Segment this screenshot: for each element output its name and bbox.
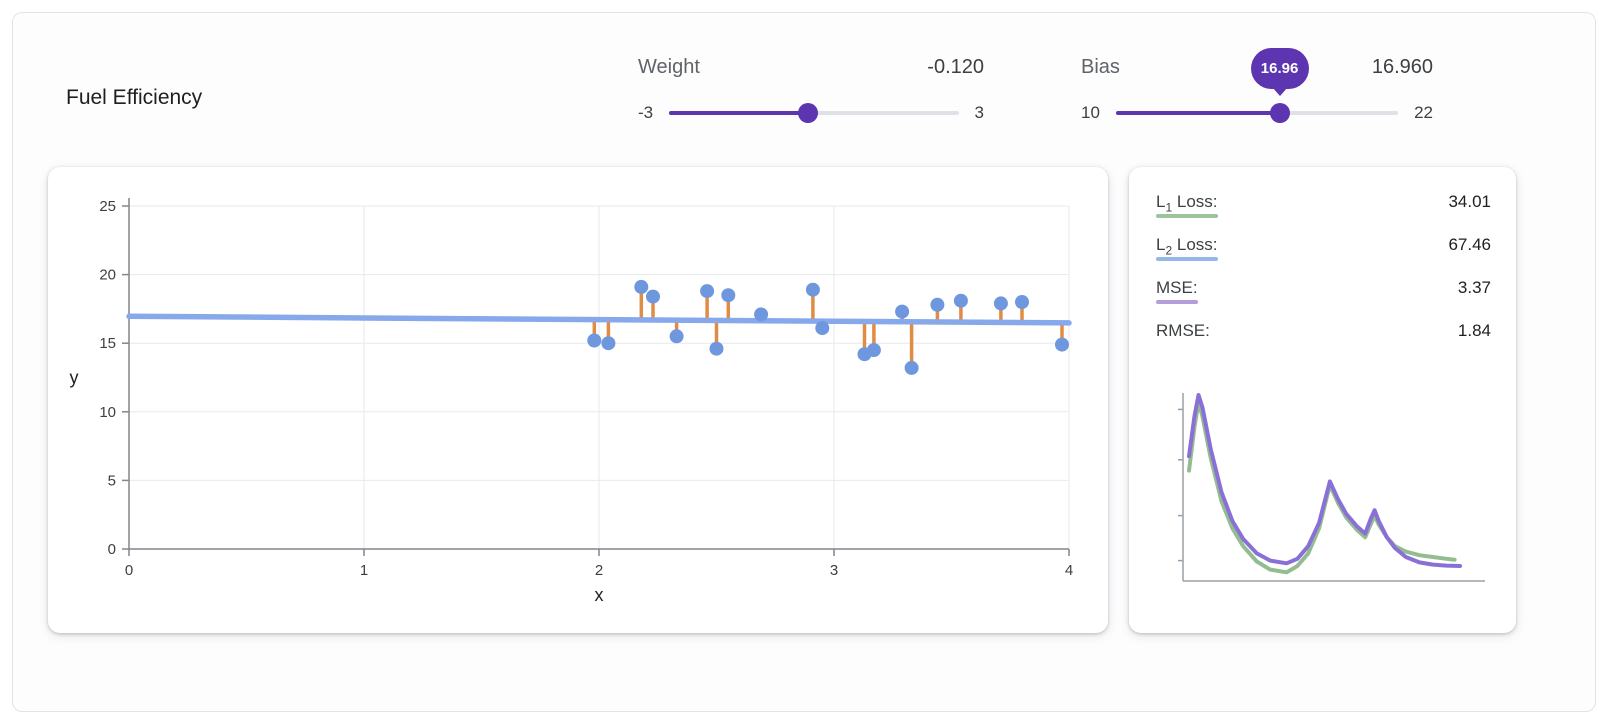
loss-metrics: L1 Loss: 34.01 L2 Loss: 67.46 MSE: 3.37 [1156, 191, 1491, 363]
rmse-label: RMSE: [1156, 320, 1210, 347]
l1-loss-label-sub: 1 [1165, 200, 1173, 215]
l1-loss-label-main: L [1156, 192, 1166, 211]
loss-curve-chart [1178, 393, 1485, 582]
weight-slider-fill [669, 111, 809, 115]
fuel-efficiency-chart-card: 0 5 10 15 20 25 0 1 2 3 4 y x [48, 167, 1108, 633]
rmse-value: 1.84 [1457, 321, 1491, 340]
metric-row-rmse: RMSE: 1.84 [1156, 320, 1491, 349]
l1-loss-value: 34.01 [1448, 192, 1491, 211]
l2-loss-label-main: L [1156, 235, 1166, 254]
l2-loss-underline [1156, 257, 1218, 261]
svg-text:0: 0 [108, 541, 116, 558]
l1-loss-label-rest: Loss: [1172, 192, 1218, 211]
mse-label-main: MSE: [1156, 278, 1198, 297]
weight-control: Weight -0.120 -3 3 [638, 55, 984, 125]
mse-underline [1156, 300, 1198, 304]
loss-panel-card: L1 Loss: 34.01 L2 Loss: 67.46 MSE: 3.37 [1129, 167, 1516, 633]
bias-max-label: 22 [1414, 103, 1433, 122]
weight-min-label: -3 [638, 103, 654, 122]
svg-text:10: 10 [99, 404, 116, 421]
bias-slider-fill [1115, 111, 1280, 115]
metric-row-mse: MSE: 3.37 [1156, 277, 1491, 306]
fuel-efficiency-chart: 0 5 10 15 20 25 0 1 2 3 4 y x [70, 198, 1073, 605]
metric-row-l1-loss: L1 Loss: 34.01 [1156, 191, 1491, 220]
svg-text:5: 5 [108, 472, 116, 489]
svg-text:y: y [70, 368, 79, 388]
svg-text:20: 20 [99, 267, 116, 284]
bias-slider-thumb[interactable] [1269, 103, 1290, 123]
svg-text:2: 2 [595, 562, 603, 579]
svg-text:3: 3 [830, 562, 838, 579]
metric-row-l2-loss: L2 Loss: 67.46 [1156, 234, 1491, 263]
weight-label: Weight [638, 56, 700, 78]
bias-slider[interactable]: 16.96 [1115, 48, 1399, 123]
bias-control: Bias 16.960 10 16.96 22 [1081, 48, 1433, 125]
svg-text:0: 0 [125, 562, 133, 579]
bias-min-label: 10 [1081, 103, 1100, 122]
mse-label: MSE: [1156, 277, 1198, 304]
l2-loss-label: L2 Loss: [1156, 234, 1218, 261]
svg-text:x: x [595, 585, 604, 605]
svg-text:4: 4 [1065, 562, 1073, 579]
weight-slider[interactable] [669, 103, 959, 123]
rmse-label-main: RMSE: [1156, 321, 1210, 340]
bias-value-tooltip: 16.96 [1250, 48, 1309, 89]
svg-text:1: 1 [360, 562, 368, 579]
page-title: Fuel Efficiency [66, 86, 203, 109]
svg-text:15: 15 [99, 335, 116, 352]
weight-value: -0.120 [927, 56, 984, 78]
l1-loss-label: L1 Loss: [1156, 191, 1218, 218]
bias-label: Bias [1081, 56, 1120, 78]
svg-text:25: 25 [99, 198, 116, 215]
bias-value: 16.960 [1371, 56, 1433, 78]
l2-loss-label-rest: Loss: [1172, 235, 1218, 254]
l2-loss-value: 67.46 [1448, 235, 1491, 254]
weight-max-label: 3 [974, 103, 984, 122]
app-frame: Fuel Efficiency Weight -0.120 -3 3 Bias … [12, 12, 1596, 712]
weight-slider-thumb[interactable] [798, 103, 819, 123]
mse-value: 3.37 [1457, 278, 1491, 297]
l1-loss-underline [1156, 214, 1218, 218]
l2-loss-label-sub: 2 [1165, 243, 1173, 258]
